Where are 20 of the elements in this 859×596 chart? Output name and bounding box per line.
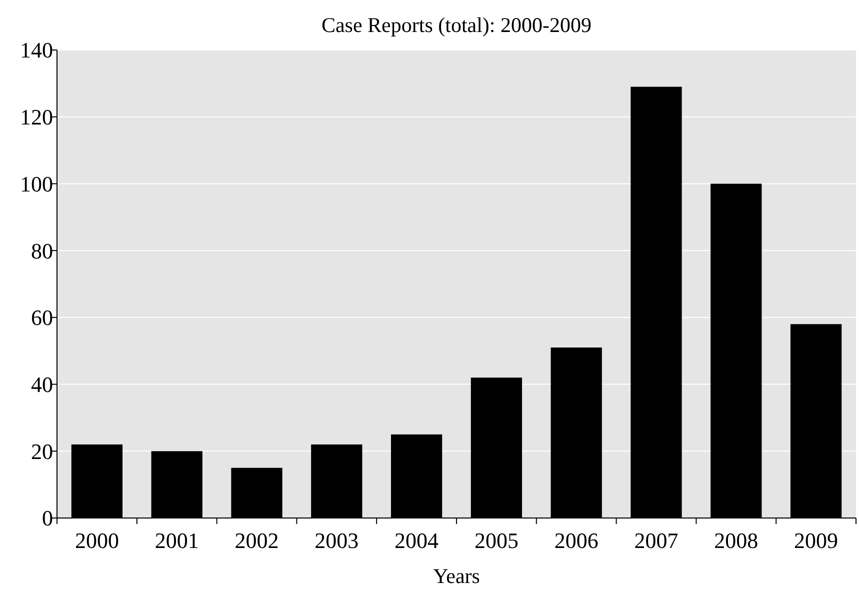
x-tick-label: 2000 bbox=[74, 528, 119, 553]
x-axis-title: Years bbox=[433, 564, 480, 588]
y-tick-label: 60 bbox=[31, 305, 53, 330]
x-tick-label: 2005 bbox=[474, 528, 518, 553]
y-tick-label: 80 bbox=[31, 238, 53, 264]
y-tick-label: 140 bbox=[20, 38, 53, 63]
y-tick-label: 20 bbox=[31, 438, 53, 464]
x-tick-label: 2009 bbox=[794, 528, 838, 553]
x-tick-label: 2002 bbox=[234, 528, 279, 553]
x-tick-label: 2006 bbox=[554, 528, 598, 553]
y-tick-label: 40 bbox=[31, 372, 53, 397]
x-tick-label: 2001 bbox=[154, 528, 199, 553]
x-tick-label: 2008 bbox=[714, 528, 758, 553]
x-tick-label: 2003 bbox=[314, 528, 359, 553]
y-tick-label: 0 bbox=[42, 506, 53, 531]
x-tick-label: 2007 bbox=[634, 528, 678, 553]
chart-title: Case Reports (total): 2000-2009 bbox=[321, 13, 592, 37]
y-tick-label: 100 bbox=[20, 171, 53, 196]
x-tick-label: 2004 bbox=[394, 528, 439, 553]
y-tick-label: 120 bbox=[20, 104, 53, 130]
